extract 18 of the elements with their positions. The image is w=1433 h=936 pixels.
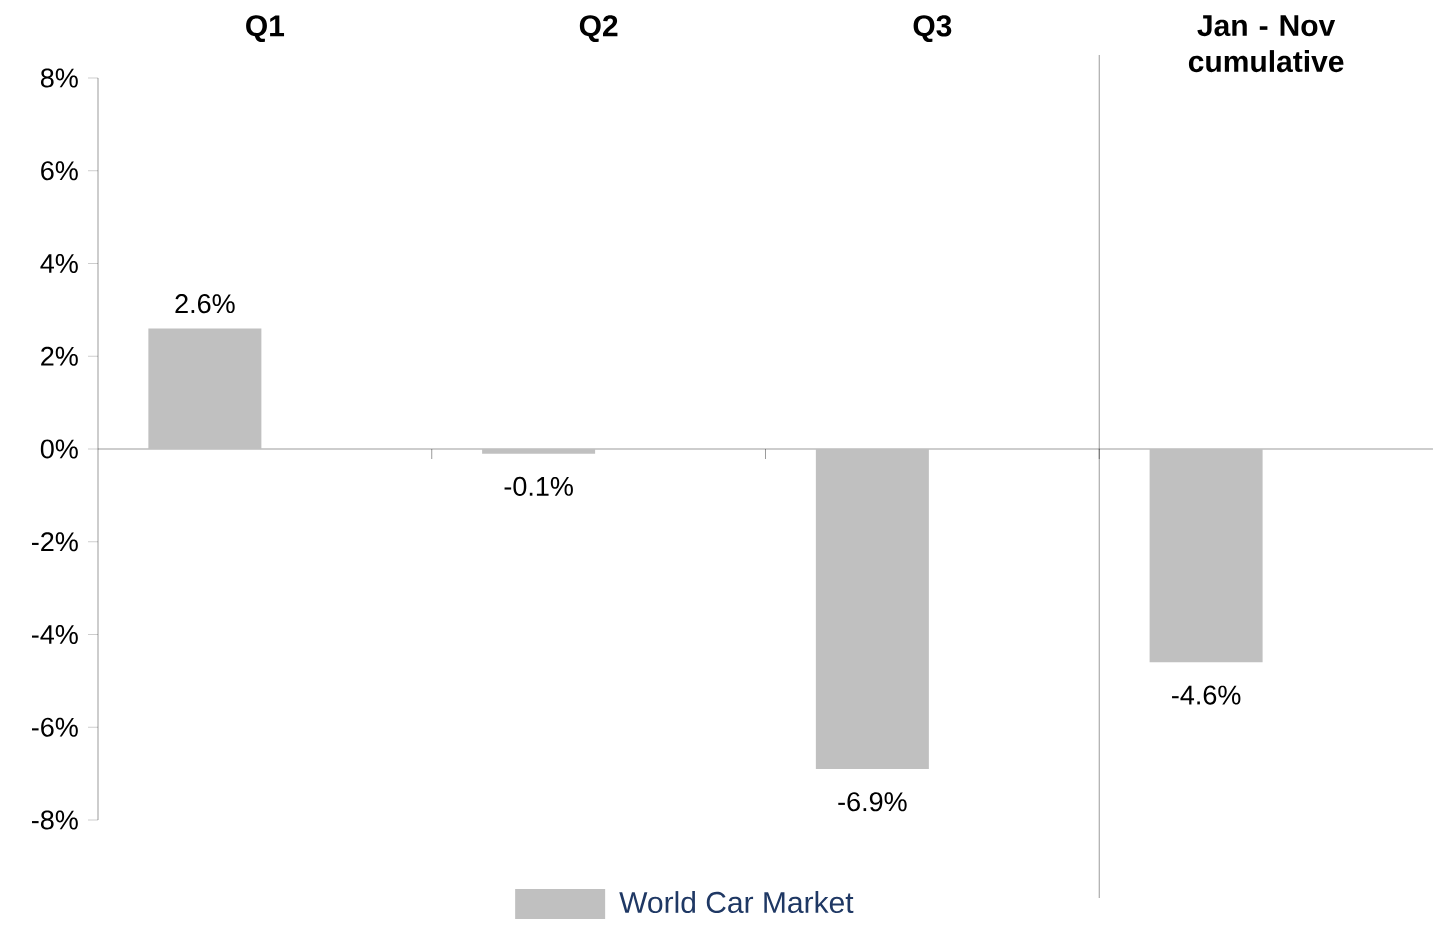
text: 2.6% [175, 294, 235, 314]
y-tick-label: -8% [31, 810, 78, 830]
y-tick-label: -2% [31, 532, 78, 552]
y-tick-label: -4% [31, 625, 78, 644]
legend-label: World Car Market [619, 891, 854, 914]
y-tick-label: 8% [40, 68, 78, 88]
text: -0.1% [504, 476, 573, 496]
text: -4.6% [1172, 685, 1241, 705]
x-tick-label: Jan - Nov cumulative [1188, 15, 1344, 73]
y-tick-label: 2% [41, 346, 78, 366]
text: -6.9% [838, 792, 907, 812]
y-tick-label: -6% [31, 717, 78, 737]
y-tick-label: 6% [41, 161, 78, 181]
y-tick-label: 0% [40, 439, 78, 459]
y-tick-label: 4% [40, 254, 78, 273]
x-tick-label: Q2 [579, 15, 618, 43]
x-tick-label: Q1 [246, 15, 285, 43]
x-tick-label: Q3 [913, 15, 952, 43]
